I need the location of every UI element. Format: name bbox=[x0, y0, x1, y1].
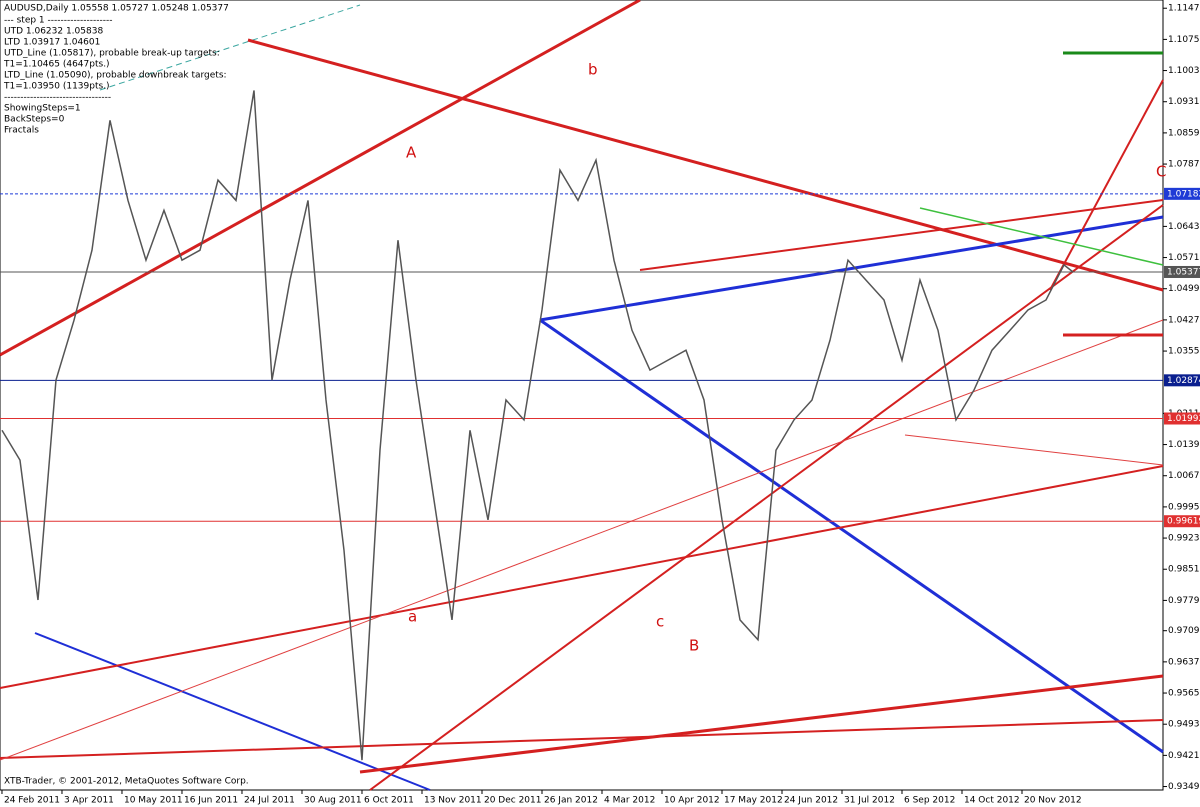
level-label: 0.99619 bbox=[1167, 517, 1200, 527]
trend-line bbox=[359, 674, 1164, 774]
info-line: UTD_Line (1.05817), probable break-up ta… bbox=[4, 49, 220, 59]
x-tick-label: 6 Sep 2012 bbox=[904, 796, 955, 806]
y-tick-label: 1.04990 bbox=[1168, 284, 1200, 294]
y-tick-label: 1.10750 bbox=[1168, 35, 1200, 45]
info-line: --- step 1 -------------------- bbox=[4, 16, 112, 26]
trend-line bbox=[369, 204, 1164, 791]
y-tick-label: 1.11470 bbox=[1168, 4, 1200, 14]
y-tick-label: 1.10030 bbox=[1168, 66, 1200, 76]
x-tick-label: 24 Jul 2011 bbox=[244, 796, 295, 806]
trend-line bbox=[34, 632, 431, 791]
level-label: 1.01992 bbox=[1167, 414, 1200, 424]
trend-line bbox=[0, 0, 641, 357]
x-tick-label: 17 May 2012 bbox=[724, 796, 783, 806]
trend-line bbox=[99, 4, 361, 91]
x-tick-label: 20 Dec 2011 bbox=[484, 796, 542, 806]
info-line: T1=1.03950 (1139pts.) bbox=[3, 82, 110, 92]
x-tick-label: 4 Mar 2012 bbox=[604, 796, 655, 806]
y-tick-label: 1.09310 bbox=[1168, 97, 1200, 107]
annotation: c bbox=[656, 613, 664, 631]
x-tick-label: 20 Nov 2012 bbox=[1024, 796, 1082, 806]
x-tick-label: 30 Aug 2011 bbox=[304, 796, 362, 806]
info-panel: AUDUSD,Daily 1.05558 1.05727 1.05248 1.0… bbox=[3, 4, 229, 136]
y-tick-label: 1.08590 bbox=[1168, 128, 1200, 138]
annotation: a bbox=[408, 608, 417, 626]
x-tick-label: 13 Nov 2011 bbox=[424, 796, 482, 806]
trend-line bbox=[0, 465, 1164, 689]
x-tick-label: 26 Jan 2012 bbox=[544, 796, 598, 806]
y-tick-label: 1.04270 bbox=[1168, 315, 1200, 325]
level-box bbox=[1164, 515, 1200, 528]
x-tick-label: 24 Jun 2012 bbox=[784, 796, 838, 806]
level-box bbox=[1164, 374, 1200, 387]
trend-line bbox=[539, 215, 1164, 322]
x-tick-label: 24 Feb 2011 bbox=[4, 796, 60, 806]
level-label: 1.05377 bbox=[1167, 267, 1200, 277]
level-box bbox=[1164, 412, 1200, 425]
annotation: C bbox=[1156, 163, 1166, 181]
info-line: UTD 1.06232 1.05838 bbox=[4, 27, 103, 37]
trend-line bbox=[919, 207, 1164, 266]
annotation: A bbox=[406, 144, 417, 162]
info-line: T1=1.10465 (4647pts.) bbox=[3, 60, 110, 70]
x-tick-label: 16 Jun 2011 bbox=[184, 796, 238, 806]
y-tick-label: 1.03550 bbox=[1168, 347, 1200, 357]
y-tick-label: 1.05710 bbox=[1168, 253, 1200, 263]
y-tick-label: 1.07870 bbox=[1168, 160, 1200, 170]
info-line: LTD_Line (1.05090), probable downbreak t… bbox=[4, 71, 227, 81]
trend-line bbox=[247, 38, 1164, 292]
annotation: B bbox=[689, 637, 699, 655]
footer: XTB-Trader, © 2001-2012, MetaQuotes Soft… bbox=[4, 777, 249, 787]
y-tick-label: 1.01390 bbox=[1168, 440, 1200, 450]
price-line bbox=[1, 90, 1074, 761]
level-box bbox=[1164, 187, 1200, 200]
info-line: LTD 1.03917 1.04601 bbox=[4, 38, 100, 48]
x-tick-label: 6 Oct 2011 bbox=[364, 796, 414, 806]
x-tick-label: 10 Apr 2012 bbox=[664, 796, 720, 806]
x-tick-label: 3 Apr 2011 bbox=[64, 796, 114, 806]
plot-frame bbox=[0, 0, 1164, 791]
x-tick-label: 14 Oct 2012 bbox=[964, 796, 1020, 806]
info-line: BackSteps=0 bbox=[4, 115, 65, 125]
level-label: 1.02874 bbox=[1167, 376, 1200, 386]
trend-line bbox=[1049, 79, 1164, 291]
trend-line bbox=[639, 199, 1164, 271]
level-label: 1.07182 bbox=[1167, 189, 1200, 199]
x-tick-label: 31 Jul 2012 bbox=[844, 796, 895, 806]
trend-line bbox=[904, 434, 1164, 466]
y-tick-label: 1.06430 bbox=[1168, 222, 1200, 232]
trend-line bbox=[0, 319, 1164, 761]
info-line: --------------------------------- bbox=[4, 93, 111, 103]
trend-line bbox=[0, 719, 1164, 759]
y-tick-label: 0.93490 bbox=[1168, 782, 1200, 792]
chart-title: AUDUSD,Daily 1.05558 1.05727 1.05248 1.0… bbox=[4, 4, 229, 14]
info-line: Fractals bbox=[4, 126, 39, 136]
annotation: b bbox=[588, 61, 598, 79]
level-box bbox=[1164, 265, 1200, 278]
trend-line bbox=[539, 318, 1164, 754]
info-line: ShowingSteps=1 bbox=[4, 104, 81, 114]
x-tick-label: 10 May 2011 bbox=[124, 796, 183, 806]
trend-lines bbox=[0, 0, 1164, 791]
